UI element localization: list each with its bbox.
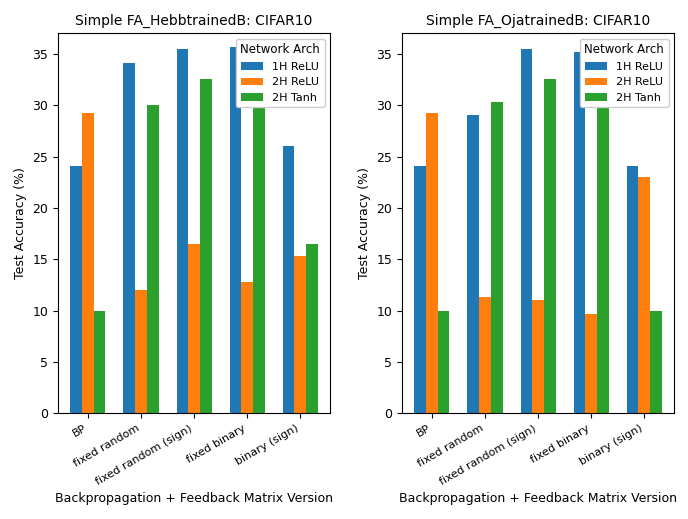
Bar (426, 113, 438, 413)
Bar (414, 166, 426, 413)
Bar (189, 244, 200, 413)
Legend: 1H ReLU, 2H ReLU, 2H Tanh: 1H ReLU, 2H ReLU, 2H Tanh (580, 39, 669, 107)
Bar (294, 256, 306, 413)
Bar (491, 102, 502, 413)
Bar (574, 52, 585, 413)
Bar (82, 113, 94, 413)
Bar (283, 146, 294, 413)
Bar (230, 47, 241, 413)
Bar (177, 49, 189, 413)
Bar (597, 95, 609, 413)
Bar (241, 282, 253, 413)
Bar (533, 301, 544, 413)
Bar (585, 313, 597, 413)
Bar (479, 297, 491, 413)
Bar (94, 310, 105, 413)
Bar (467, 115, 479, 413)
Title: Simple FA_OjatrainedB: CIFAR10: Simple FA_OjatrainedB: CIFAR10 (426, 14, 650, 28)
Bar (147, 105, 158, 413)
Bar (123, 63, 135, 413)
Bar (650, 310, 662, 413)
Bar (306, 244, 318, 413)
Bar (200, 79, 212, 413)
Bar (544, 79, 556, 413)
Bar (521, 49, 533, 413)
Title: Simple FA_HebbtrainedB: CIFAR10: Simple FA_HebbtrainedB: CIFAR10 (76, 14, 313, 28)
Legend: 1H ReLU, 2H ReLU, 2H Tanh: 1H ReLU, 2H ReLU, 2H Tanh (236, 39, 325, 107)
Bar (135, 290, 147, 413)
Y-axis label: Test Accuracy (%): Test Accuracy (%) (14, 167, 27, 279)
Bar (627, 166, 638, 413)
Bar (438, 310, 449, 413)
Bar (638, 177, 650, 413)
Bar (70, 166, 82, 413)
X-axis label: Backpropagation + Feedback Matrix Version: Backpropagation + Feedback Matrix Versio… (55, 492, 333, 505)
X-axis label: Backpropagation + Feedback Matrix Version: Backpropagation + Feedback Matrix Versio… (399, 492, 677, 505)
Y-axis label: Test Accuracy (%): Test Accuracy (%) (358, 167, 371, 279)
Bar (253, 93, 265, 413)
